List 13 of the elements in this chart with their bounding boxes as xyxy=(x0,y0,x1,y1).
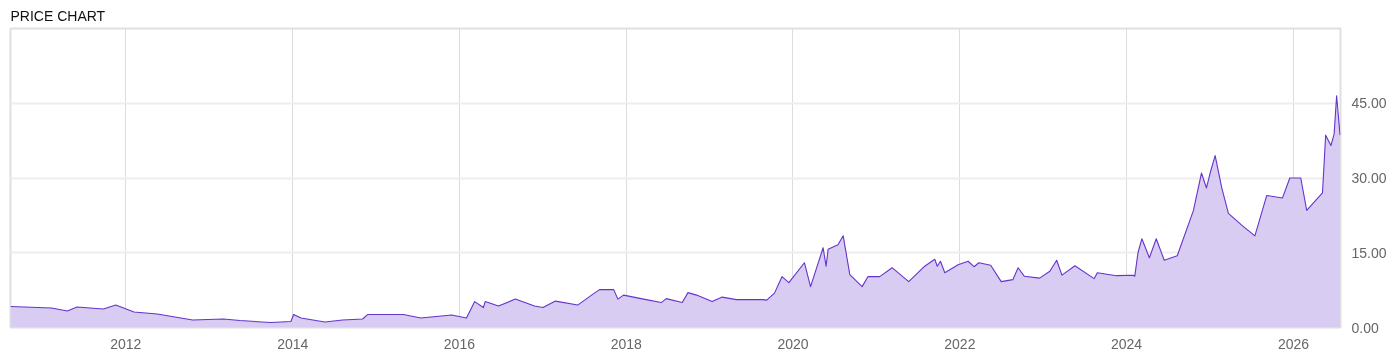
x-tick-label: 2018 xyxy=(610,335,643,352)
x-tick-label: 2022 xyxy=(944,335,976,352)
x-tick-label: 2024 xyxy=(1110,335,1143,352)
y-tick-label: 15.00 xyxy=(1351,244,1387,261)
y-tick-label: 45.00 xyxy=(1351,95,1387,112)
y-tick-label: 30.00 xyxy=(1351,170,1387,186)
x-tick-label: 2020 xyxy=(777,335,809,352)
x-tick-label: 2012 xyxy=(110,335,142,352)
x-tick-label: 2016 xyxy=(443,335,476,352)
y-tick-label: 0.00 xyxy=(1351,319,1379,336)
x-tick-label: 2026 xyxy=(1277,335,1310,352)
x-tick-label: 2014 xyxy=(277,335,309,352)
chart-title: PRICE CHART xyxy=(10,7,106,24)
